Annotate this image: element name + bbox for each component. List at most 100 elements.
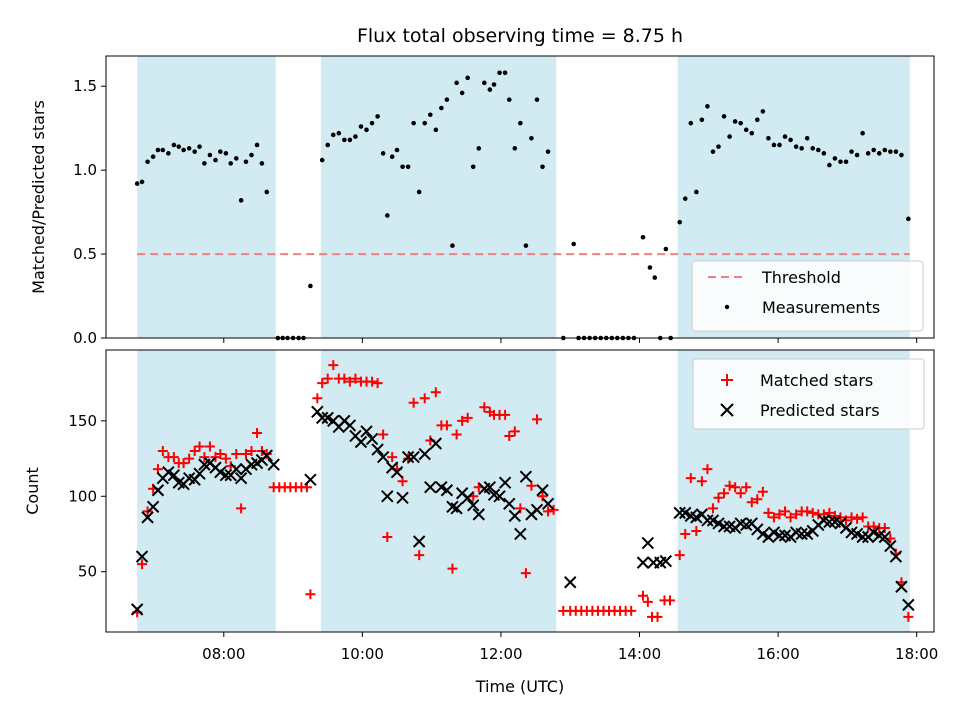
predicted-stars-point [472, 508, 485, 521]
predicted-stars-point [659, 554, 673, 568]
measurements-point [721, 114, 727, 119]
matched-stars-point [696, 476, 707, 487]
bottom-legend-box [692, 358, 925, 430]
predicted-stars-point [376, 450, 390, 464]
measurements-point [865, 151, 871, 156]
predicted-stars-point [401, 450, 415, 464]
measurements-point [502, 70, 508, 76]
bottom-panel-y-label: Count [23, 467, 42, 515]
measurements-point [529, 135, 534, 141]
matched-stars-point [531, 414, 542, 425]
matched-stars-point [691, 525, 702, 536]
matched-stars-point [387, 452, 398, 463]
measurements-point [218, 149, 223, 154]
bottom-panel-x-axis: 08:00 10:00 12:00 14:00 16:00 18:00 [202, 632, 938, 663]
matched-stars-point [719, 488, 730, 499]
predicted-stars-point [135, 550, 149, 563]
top-panel-frame [105, 55, 935, 339]
measurements-point [176, 144, 182, 149]
predicted-stars-point [884, 539, 897, 553]
predicted-stars-point [424, 481, 437, 494]
measurements-point [160, 147, 166, 153]
matched-stars-point [168, 452, 179, 463]
predicted-stars-point [878, 530, 892, 544]
predicted-stars-point [304, 473, 317, 486]
matched-stars-point [236, 503, 247, 514]
matched-stars-point [194, 441, 205, 452]
measurements-point [482, 80, 487, 86]
predicted-stars-point [483, 481, 497, 494]
measurements-point [476, 146, 482, 151]
matched-stars-point [204, 441, 215, 452]
matched-stars-point [642, 596, 653, 607]
measurements-point [491, 82, 497, 87]
predicted-stars-point [773, 529, 786, 542]
measurements-point [389, 154, 395, 160]
measurements-point [353, 134, 358, 139]
measurements-point [843, 159, 849, 165]
measurements-point [202, 161, 207, 166]
matched-stars-point [462, 412, 473, 423]
measurements-point [254, 142, 260, 148]
measurements-point [181, 147, 186, 153]
predicted-stars-point [856, 530, 869, 544]
measurements-point [677, 219, 683, 225]
matched-stars-point [735, 488, 746, 499]
predicted-stars-point [673, 506, 686, 520]
x-tick-label: 08:00 [202, 645, 245, 663]
measurements-point [385, 213, 390, 218]
matched-stars-point [500, 409, 511, 420]
measurements-point [375, 114, 380, 119]
measurements-point [450, 243, 455, 248]
matched-stars-point [397, 476, 408, 487]
predicted-stars-point [902, 598, 915, 612]
matched-stars-point [680, 528, 691, 539]
matched-stars-point [702, 464, 713, 475]
measurements-point [788, 137, 793, 143]
predicted-stars-point [440, 484, 454, 497]
measurements-point [663, 246, 669, 252]
measurements-point [545, 149, 551, 154]
top-panel-points [134, 70, 911, 341]
top-panel-x-ticks [223, 338, 918, 343]
measurements-point [470, 164, 476, 170]
predicted-stars-point [450, 502, 463, 515]
measurements-point [854, 152, 860, 158]
matched-stars-point [752, 494, 763, 505]
measurements-point [454, 80, 459, 86]
matched-stars-point [757, 486, 768, 497]
matched-stars-point [791, 509, 802, 520]
measurements-point [264, 189, 270, 195]
measurements-point [422, 120, 428, 126]
matched-stars-point [652, 611, 663, 622]
matched-stars-point [220, 453, 231, 464]
matched-stars-point [713, 492, 724, 503]
matched-stars-point [441, 420, 452, 431]
measurements-point [186, 146, 192, 151]
measurements-point [394, 147, 400, 153]
measurements-point [342, 137, 347, 143]
predicted-stars-point [636, 556, 650, 569]
measurements-point [207, 152, 213, 158]
matched-stars-point [768, 512, 779, 523]
predicted-stars-point [895, 580, 908, 593]
measurements-point [259, 161, 265, 166]
matched-stars-point [382, 531, 393, 542]
y-tick-label: 1.5 [73, 77, 97, 95]
shaded-interval-2 [320, 56, 557, 338]
matched-stars-point [339, 373, 350, 384]
measurements-point [804, 135, 810, 141]
legend-matched-label: Matched stars [760, 371, 873, 390]
measurements-point [540, 164, 545, 170]
matched-stars-point [414, 550, 425, 561]
matched-stars-point [746, 497, 757, 508]
matched-stars-point [707, 503, 718, 514]
x-tick-label: 12:00 [479, 645, 522, 663]
predicted-stars-point [418, 447, 431, 461]
matched-stars-point [317, 378, 328, 389]
measurements-point [710, 149, 716, 154]
measurements-point [150, 154, 156, 160]
measurements-point [416, 189, 422, 195]
predicted-stars-point [564, 576, 577, 589]
